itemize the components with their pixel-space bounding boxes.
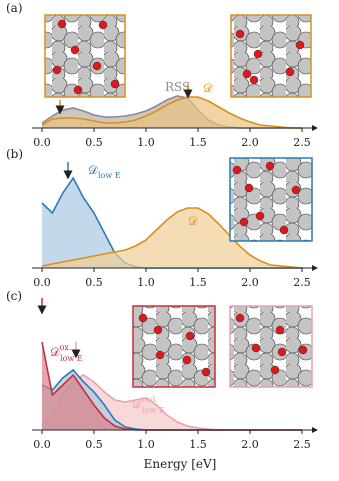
x-tick-label: 0.5 bbox=[85, 276, 103, 289]
inset bbox=[229, 157, 313, 242]
x-tick-label: 0.5 bbox=[85, 438, 103, 451]
x-tick-label: 0.5 bbox=[85, 136, 103, 149]
series-label: 𝒟ox. low E bbox=[50, 343, 83, 363]
area bbox=[42, 342, 302, 430]
series-label-part: ox. bbox=[60, 343, 72, 352]
x-tick-label: 0.0 bbox=[33, 276, 51, 289]
series-label: RSS bbox=[165, 80, 190, 94]
area bbox=[42, 178, 302, 268]
x-tick-label: 1.0 bbox=[137, 276, 155, 289]
x-tick-label: 1.5 bbox=[189, 276, 207, 289]
area bbox=[42, 370, 302, 430]
x-tick-label: 0.0 bbox=[33, 438, 51, 451]
x-tick-label: 1.5 bbox=[189, 438, 207, 451]
series-label-part: low E bbox=[60, 354, 83, 363]
x-tick-label: 1.0 bbox=[137, 136, 155, 149]
series-label-part: 𝒟 bbox=[203, 81, 213, 95]
x-tick-label: 2.5 bbox=[293, 438, 311, 451]
x-tick-label: 2.0 bbox=[241, 136, 259, 149]
series-label-part: low E bbox=[98, 171, 121, 180]
x-axis-label: Energy [eV] bbox=[144, 457, 217, 471]
line bbox=[41, 96, 302, 129]
structure-insets bbox=[44, 14, 313, 388]
x-tick-label: 2.0 bbox=[241, 276, 259, 289]
peak-arrows bbox=[37, 84, 193, 359]
panel-label: (c) bbox=[6, 289, 22, 303]
series-label-part: 𝒟 bbox=[188, 214, 198, 228]
x-tick-label: 2.5 bbox=[293, 136, 311, 149]
series-label: 𝒟 bbox=[203, 81, 213, 95]
line bbox=[41, 207, 303, 269]
x-tick-label: 1.5 bbox=[189, 136, 207, 149]
area bbox=[42, 208, 302, 268]
oxygen-atoms bbox=[52, 19, 308, 377]
series-label-part: red. bbox=[142, 395, 158, 404]
panel-label: (a) bbox=[6, 1, 23, 15]
panel-label: (b) bbox=[6, 147, 23, 161]
series-label-part: 𝒟 bbox=[88, 163, 98, 177]
series-label-part: 𝒟 bbox=[132, 397, 142, 411]
x-tick-label: 0.0 bbox=[33, 136, 51, 149]
series-label: 𝒟low E bbox=[88, 163, 121, 180]
x-tick-label: 1.0 bbox=[137, 438, 155, 451]
inset bbox=[230, 14, 312, 98]
x-tick-label: 2.0 bbox=[241, 438, 259, 451]
x-tick-label: 2.5 bbox=[293, 276, 311, 289]
area bbox=[42, 97, 302, 128]
series-label-part: low E bbox=[142, 406, 165, 415]
series-label-part: RSS bbox=[165, 80, 190, 94]
series-label-part: 𝒟 bbox=[50, 345, 60, 359]
series-label: 𝒟red. low E bbox=[132, 395, 165, 415]
series-label: 𝒟 bbox=[188, 214, 198, 228]
